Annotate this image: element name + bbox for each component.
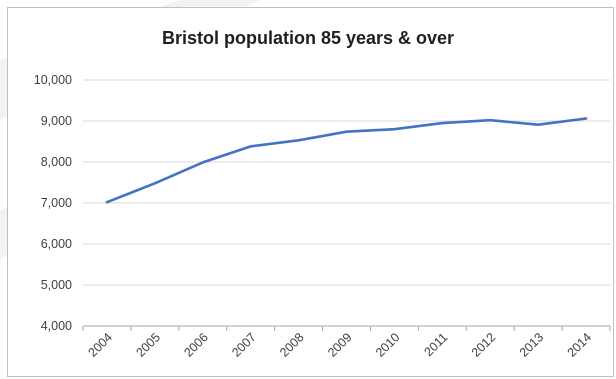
x-tick-label: 2004 bbox=[86, 330, 116, 360]
data-point bbox=[297, 139, 300, 142]
x-tick-label: 2011 bbox=[422, 330, 451, 359]
chart-frame bbox=[7, 7, 614, 377]
data-point bbox=[345, 130, 348, 133]
data-point bbox=[441, 121, 444, 125]
data-point bbox=[153, 182, 157, 185]
y-tick-label: 7,000 bbox=[41, 196, 72, 210]
data-point bbox=[536, 123, 540, 126]
data-point bbox=[249, 145, 252, 148]
x-axis-ticks: 2004 2005 2006 2007 2008 2009 2010 2011 2012 2013… bbox=[86, 330, 595, 360]
y-tick-label: 6,000 bbox=[41, 237, 72, 251]
series-layer bbox=[105, 117, 588, 204]
x-axis bbox=[82, 325, 611, 331]
x-tick-label: 2010 bbox=[373, 330, 403, 360]
y-tick-label: 10,000 bbox=[34, 73, 72, 87]
y-axis-ticks: 4,000 5,000 6,000 7,000 8,000 9,000 10,000 bbox=[34, 73, 72, 333]
chart-title: Bristol population 85 years & over bbox=[161, 28, 455, 48]
gridlines bbox=[83, 79, 610, 286]
x-tick-label: 2009 bbox=[325, 330, 355, 360]
x-tick-label: 2008 bbox=[277, 330, 307, 360]
data-point bbox=[201, 161, 204, 164]
y-tick-label: 5,000 bbox=[41, 278, 72, 292]
y-tick-label: 9,000 bbox=[41, 114, 72, 128]
x-tick-label: 2013 bbox=[517, 330, 547, 360]
x-tick-label: 2006 bbox=[181, 330, 211, 360]
data-point bbox=[393, 128, 396, 131]
data-point bbox=[584, 117, 588, 120]
data-point bbox=[105, 200, 109, 204]
x-tick-label: 2014 bbox=[565, 330, 595, 360]
x-tick-label: 2005 bbox=[133, 330, 163, 360]
y-tick-label: 8,000 bbox=[41, 155, 72, 169]
y-tick-label: 4,000 bbox=[41, 319, 72, 333]
x-tick-label: 2012 bbox=[469, 330, 499, 360]
data-point bbox=[489, 118, 492, 122]
x-tick-label: 2007 bbox=[229, 330, 259, 360]
